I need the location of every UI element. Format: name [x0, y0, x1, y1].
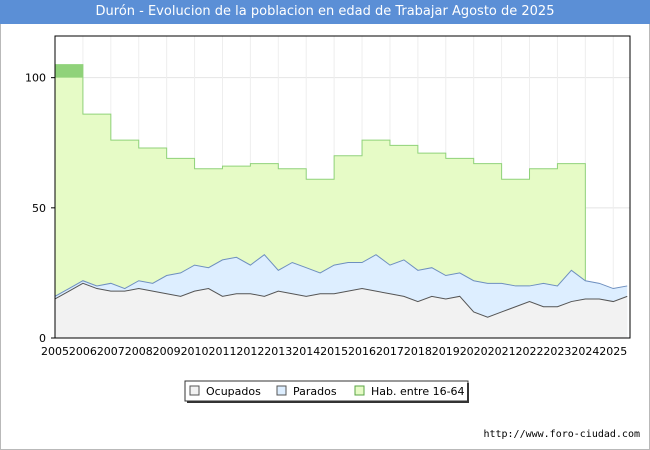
- x-tick-label-2013: 2013: [264, 345, 292, 358]
- x-tick-label-2015: 2015: [320, 345, 348, 358]
- x-tick-label-2024: 2024: [571, 345, 599, 358]
- legend-label-1: Parados: [293, 385, 337, 398]
- x-tick-label-2008: 2008: [125, 345, 153, 358]
- legend-swatch-0: [189, 385, 200, 396]
- x-tick-label-2005: 2005: [41, 345, 69, 358]
- x-tick-label-2006: 2006: [69, 345, 97, 358]
- series-hab-line: [55, 64, 586, 338]
- y-tick-label-50: 50: [32, 202, 46, 215]
- series-ocupados-area: [55, 283, 628, 338]
- series-layer: [54, 64, 628, 338]
- legend-swatch-2: [354, 385, 365, 396]
- x-tick-label-2016: 2016: [348, 345, 376, 358]
- legend-swatch-1: [276, 385, 287, 396]
- series-ocupados-line: [54, 282, 628, 318]
- legend-label-0: Ocupados: [206, 385, 261, 398]
- x-tick-label-2019: 2019: [432, 345, 460, 358]
- chart-title: Durón - Evolucion de la poblacion en eda…: [0, 0, 650, 24]
- series-hab-first-band: [55, 64, 83, 78]
- x-tick-label-2023: 2023: [543, 345, 571, 358]
- plot-border: [54, 35, 631, 339]
- x-tick-label-2022: 2022: [516, 345, 544, 358]
- legend-label-2: Hab. entre 16-64: [371, 385, 465, 398]
- x-tick-label-2021: 2021: [488, 345, 516, 358]
- series-parados-line: [54, 254, 628, 297]
- source-url: http://www.foro-ciudad.com: [483, 429, 640, 440]
- x-tick-label-2009: 2009: [153, 345, 181, 358]
- x-tick-label-2025: 2025: [599, 345, 627, 358]
- y-tick-label-100: 100: [25, 72, 46, 85]
- axes: [54, 35, 631, 339]
- x-tick-label-2018: 2018: [404, 345, 432, 358]
- y-tick-label-0: 0: [39, 332, 46, 345]
- x-tick-label-2014: 2014: [292, 345, 320, 358]
- x-tick-label-2010: 2010: [181, 345, 209, 358]
- x-tick-label-2007: 2007: [97, 345, 125, 358]
- x-tick-label-2020: 2020: [460, 345, 488, 358]
- legend: Ocupados Parados Hab. entre 16-64: [184, 380, 469, 403]
- x-tick-label-2017: 2017: [376, 345, 404, 358]
- x-tick-label-2012: 2012: [236, 345, 264, 358]
- x-tick-label-2011: 2011: [208, 345, 236, 358]
